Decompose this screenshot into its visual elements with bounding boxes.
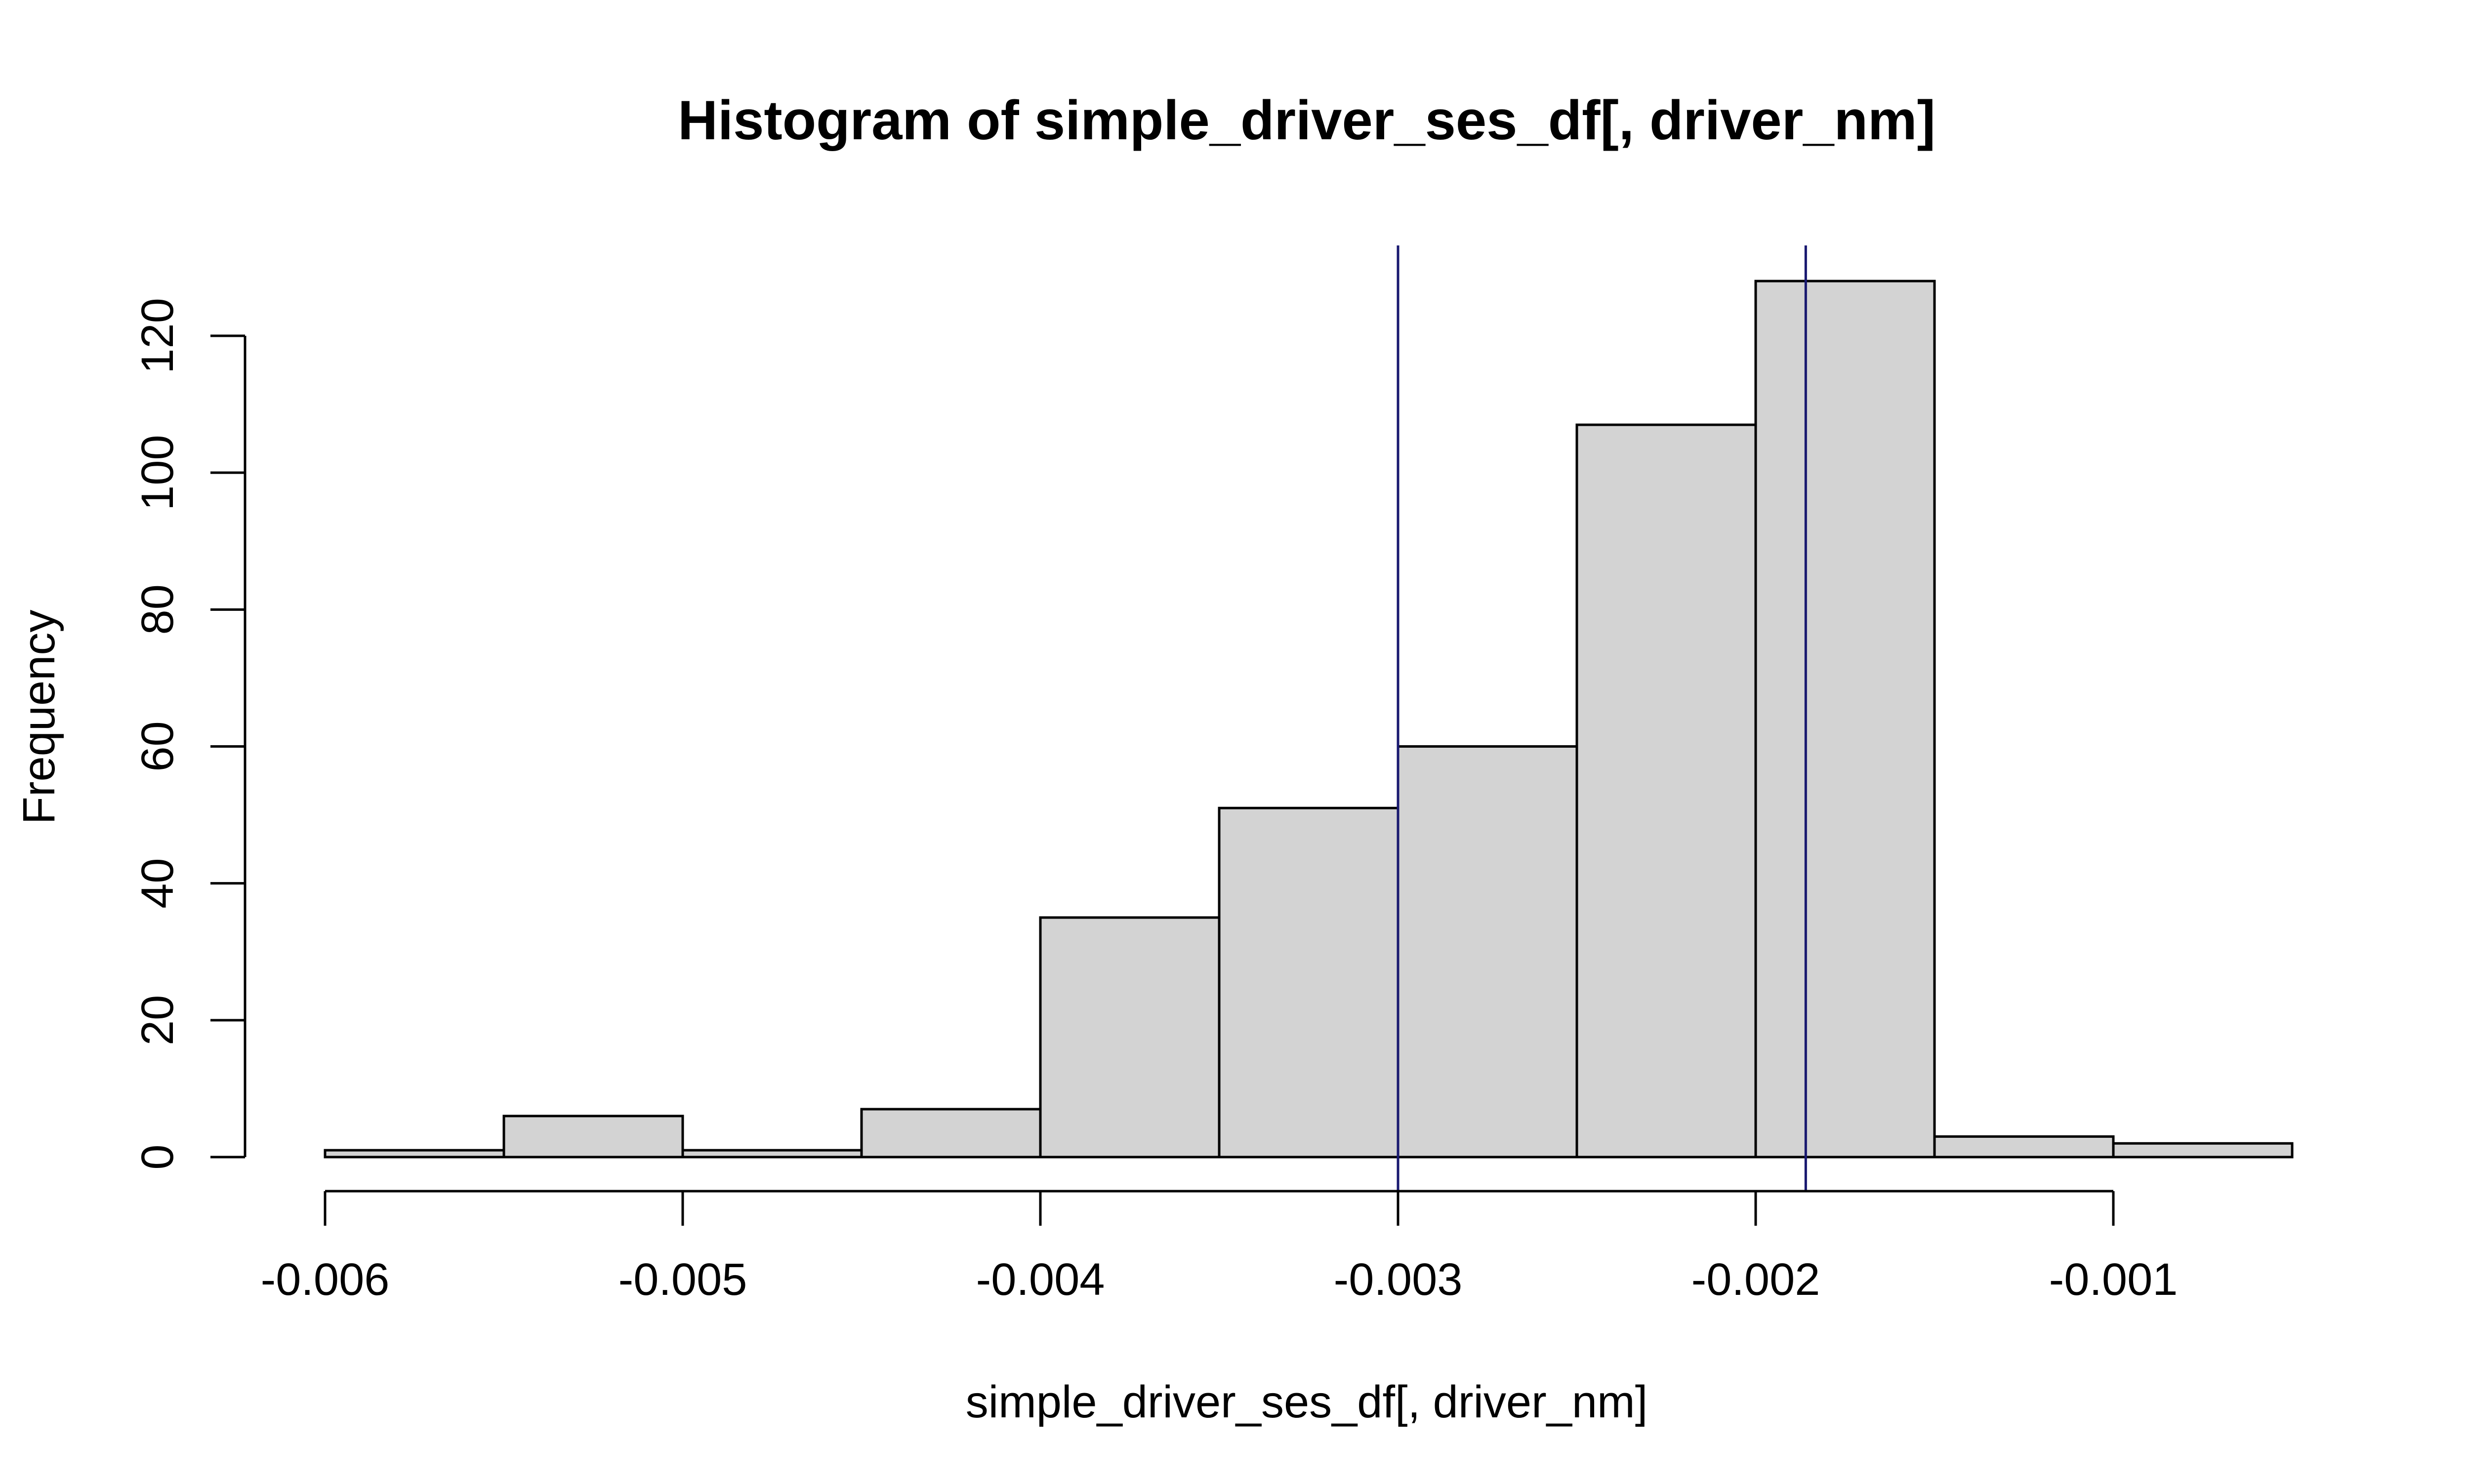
- histogram-bar: [681, 1149, 863, 1159]
- x-axis: -0.006 -0.005 -0.004 -0.003 -0.002 -0.001: [261, 1190, 2178, 1305]
- x-axis-title: simple_driver_ses_df[, driver_nm]: [966, 1377, 1648, 1427]
- y-axis-title: Frequency: [14, 610, 64, 825]
- reference-lines-layer: [1397, 245, 1807, 1191]
- y-axis: 0 20 40 60 80 100 120: [132, 298, 247, 1170]
- y-tick-label: 80: [132, 584, 183, 635]
- y-tick-label: 0: [132, 1144, 183, 1169]
- histogram-bar: [1575, 423, 1757, 1159]
- histogram-bar: [2112, 1142, 2294, 1159]
- bars-layer: [324, 280, 2294, 1159]
- histogram-bar: [1039, 916, 1221, 1159]
- histogram-bar: [860, 1108, 1042, 1159]
- y-tick-label: 100: [132, 435, 183, 511]
- histogram-bar: [1218, 806, 1400, 1159]
- histogram-bar: [1933, 1135, 2115, 1159]
- x-tick-label: -0.002: [1691, 1254, 1820, 1305]
- x-tick-label: -0.001: [2049, 1254, 2178, 1305]
- histogram-bar: [324, 1149, 505, 1159]
- y-tick-label: 120: [132, 298, 183, 374]
- x-tick-label: -0.005: [618, 1254, 747, 1305]
- y-tick-label: 60: [132, 721, 183, 771]
- chart-title: Histogram of simple_driver_ses_df[, driv…: [678, 89, 1935, 151]
- x-tick-label: -0.006: [261, 1254, 390, 1305]
- x-tick-label: -0.004: [976, 1254, 1105, 1305]
- histogram-bar: [502, 1115, 684, 1159]
- histogram-bar: [1397, 745, 1578, 1159]
- y-tick-label: 40: [132, 858, 183, 908]
- y-tick-label: 20: [132, 995, 183, 1045]
- x-tick-label: -0.003: [1334, 1254, 1463, 1305]
- histogram-bar: [1754, 280, 1936, 1159]
